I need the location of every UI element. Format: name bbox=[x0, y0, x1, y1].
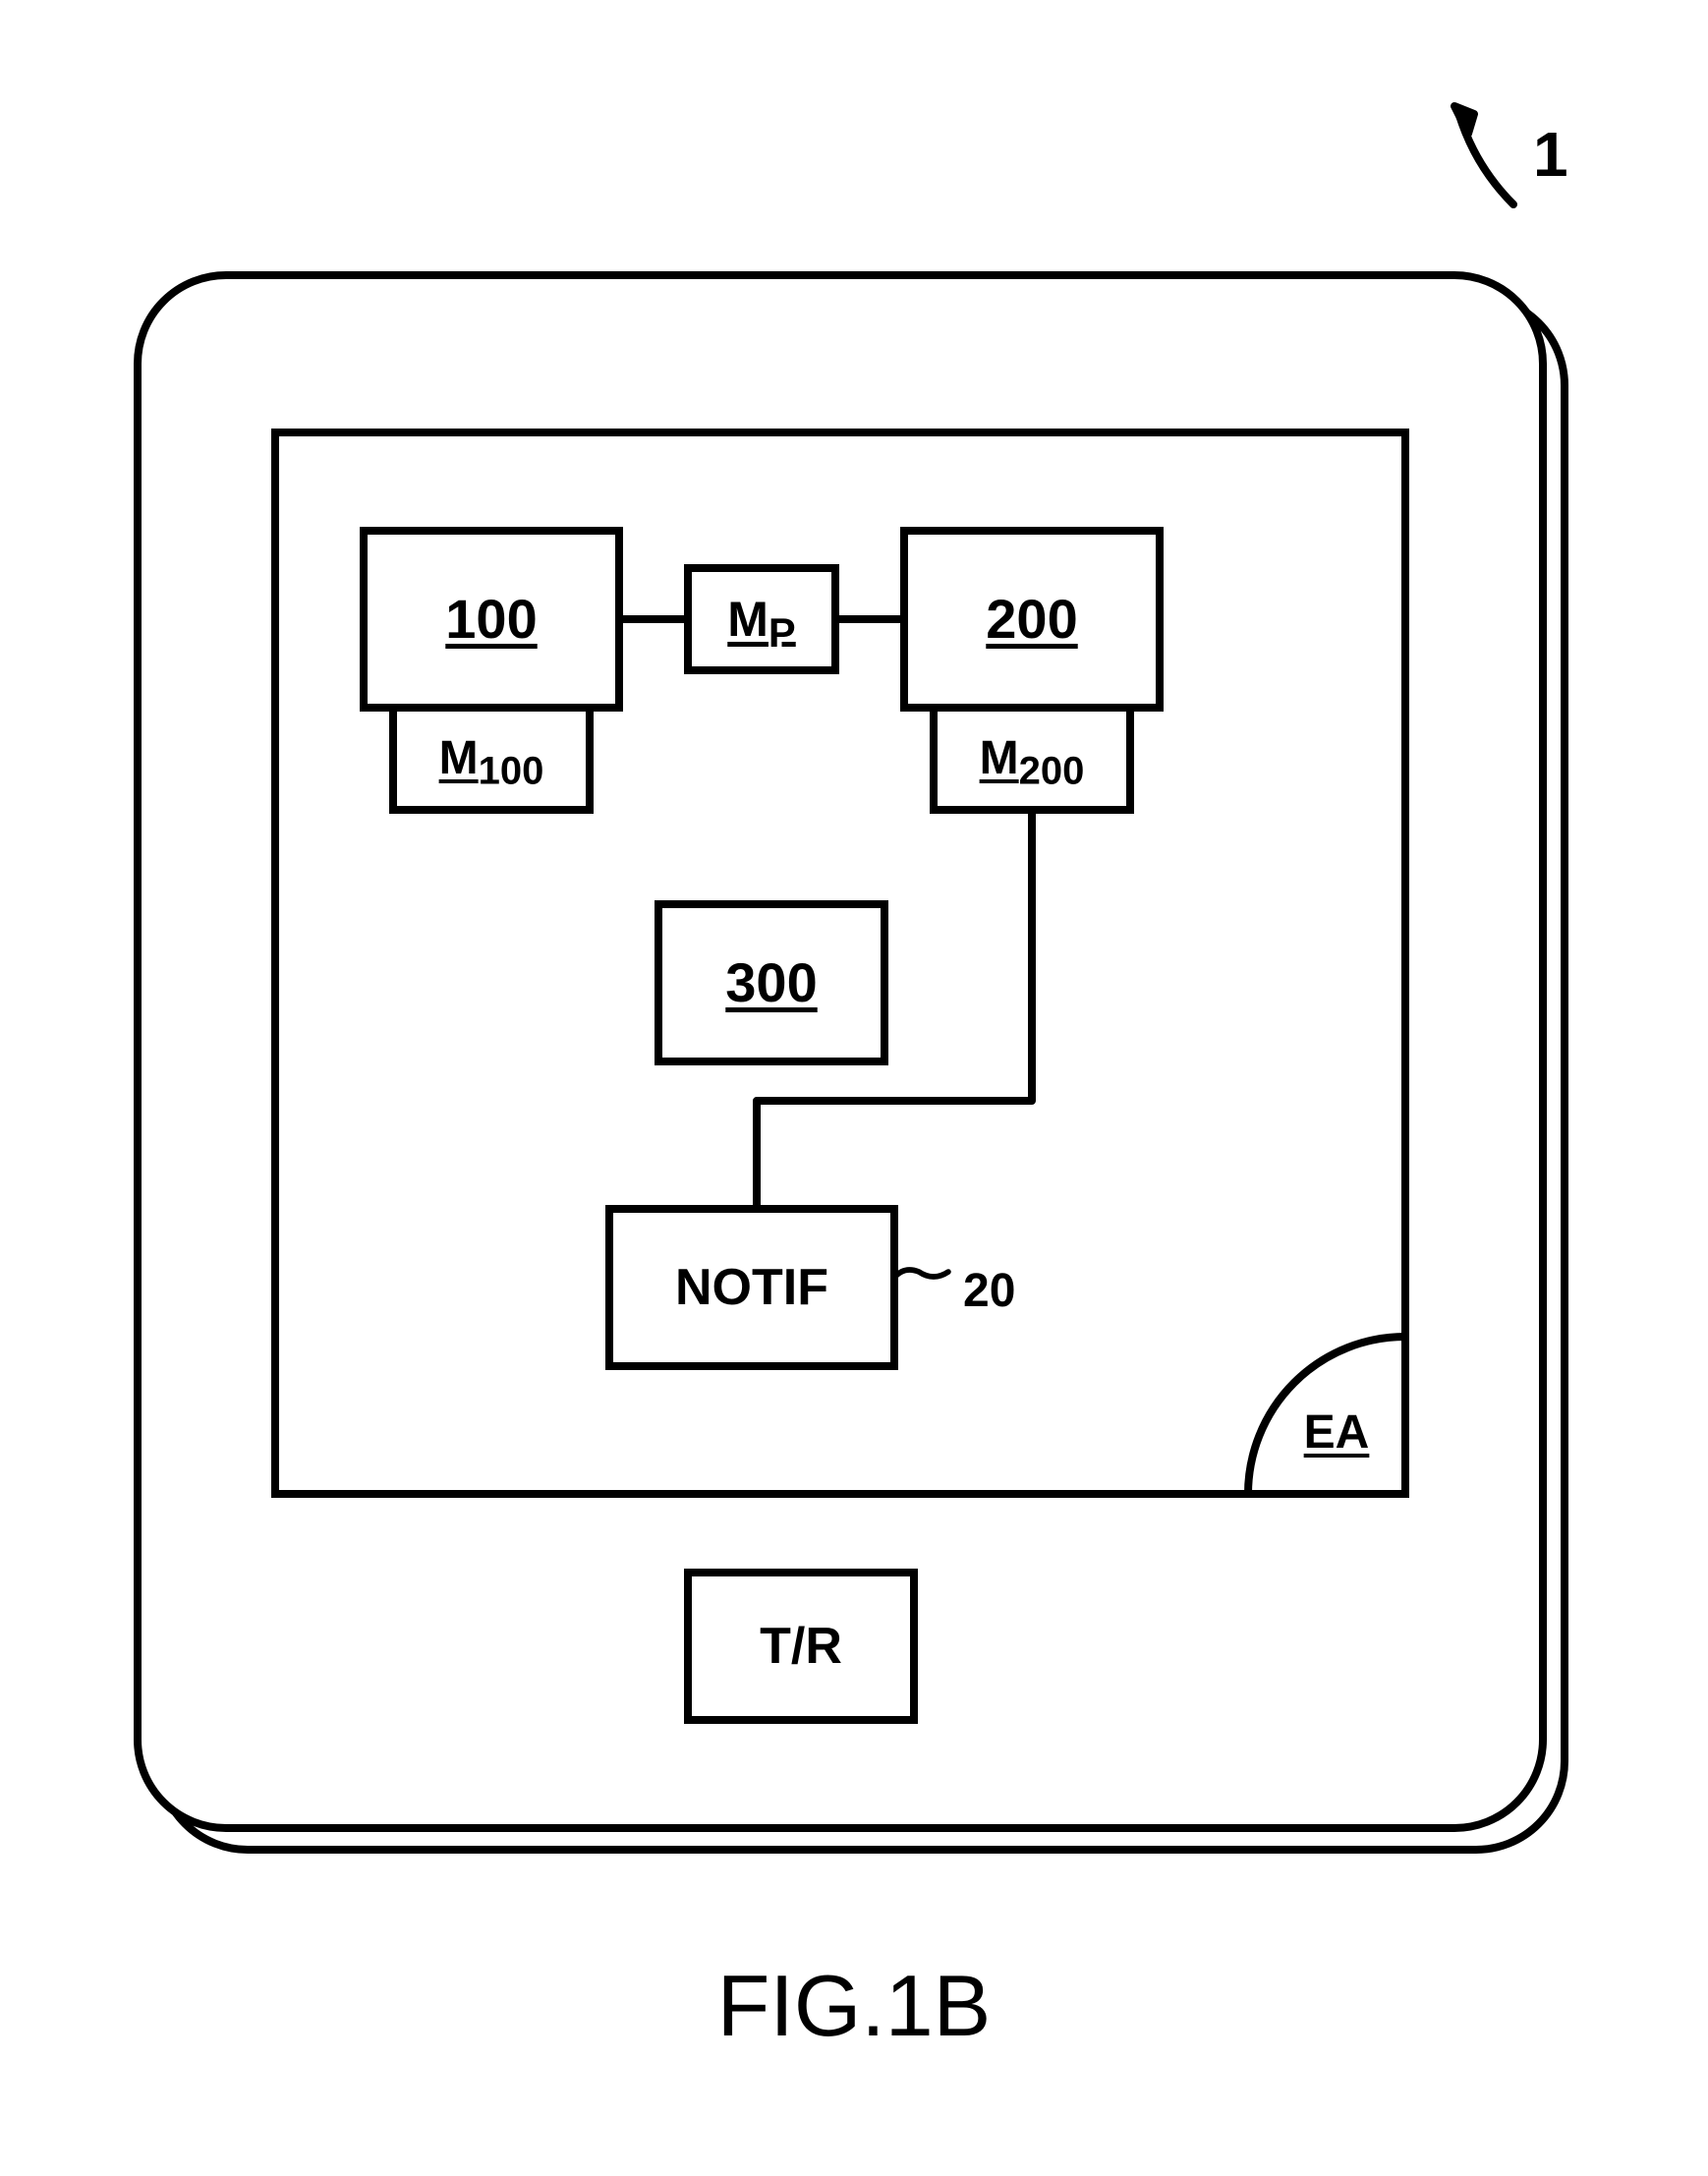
block-m200-label: M200 bbox=[934, 708, 1130, 810]
annotation-20: 20 bbox=[963, 1264, 1015, 1318]
block-m100-label: M100 bbox=[393, 708, 590, 810]
block-tr-label: T/R bbox=[688, 1573, 914, 1720]
diagram-canvas: 100 MP 200 M100 M200 300 NOTIF T/R EA 20… bbox=[0, 0, 1708, 2176]
diagram-svg bbox=[0, 0, 1708, 2176]
block-200-label: 200 bbox=[904, 531, 1160, 708]
pointer-label-1: 1 bbox=[1533, 118, 1568, 191]
block-notif-label: NOTIF bbox=[609, 1209, 894, 1366]
block-mp-label: MP bbox=[688, 568, 835, 670]
block-100-label: 100 bbox=[364, 531, 619, 708]
block-300-label: 300 bbox=[658, 904, 884, 1061]
ea-label: EA bbox=[1287, 1405, 1386, 1460]
figure-caption: FIG.1B bbox=[0, 1956, 1708, 2056]
